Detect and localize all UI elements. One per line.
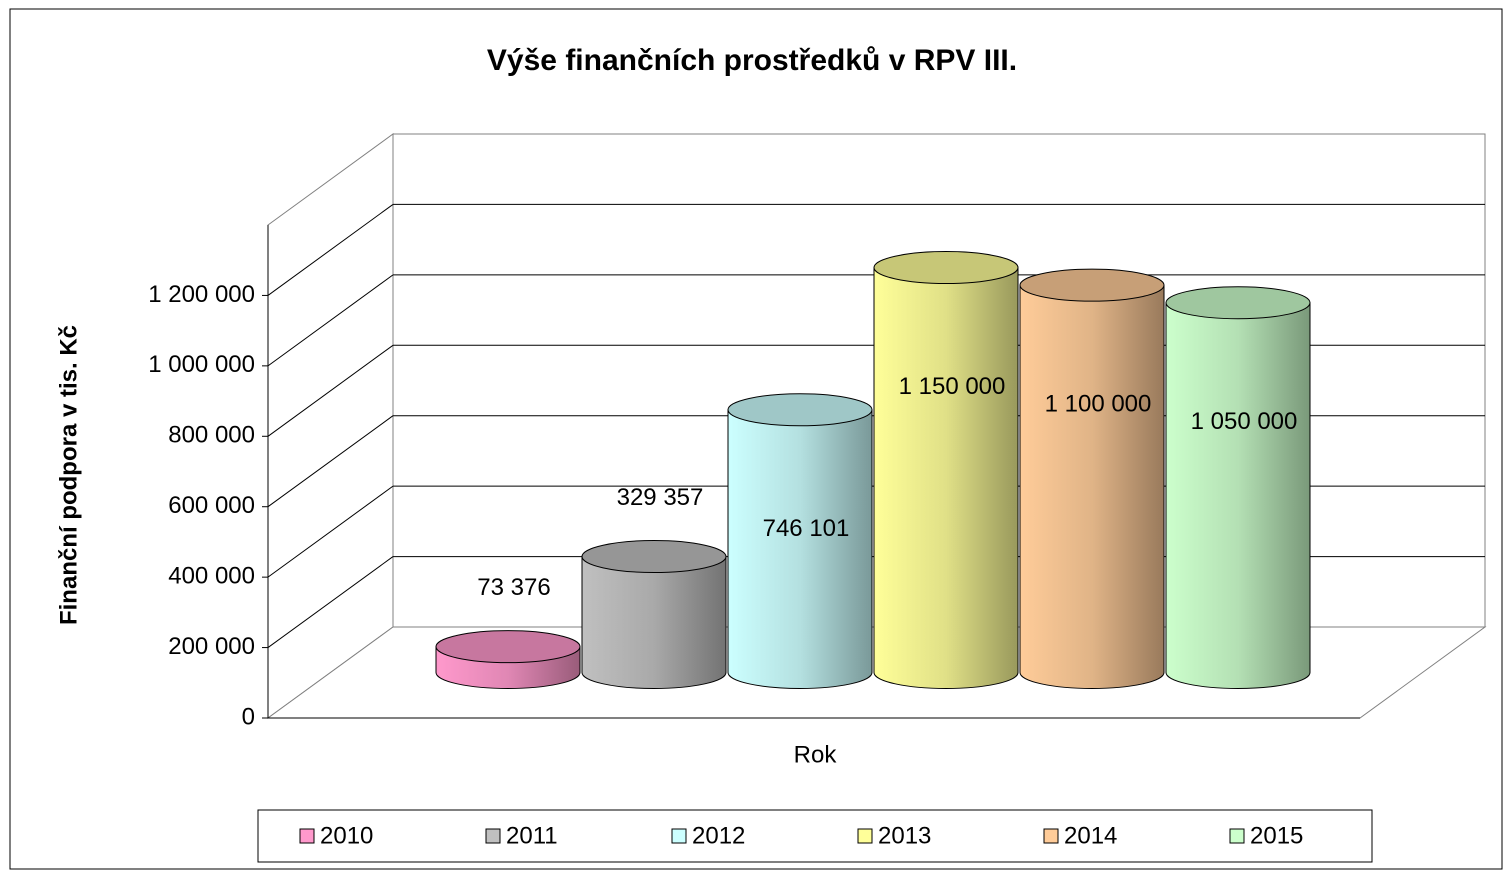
data-label: 73 376 (477, 574, 550, 601)
chart-title: Výše finančních prostředků v RPV III. (487, 44, 1017, 77)
y-tick-label: 0 (242, 703, 255, 730)
legend (257, 809, 1373, 863)
legend-swatch (857, 828, 873, 844)
cylinder-body (1165, 302, 1311, 689)
grid-line (267, 204, 394, 296)
y-tick-label: 1 000 000 (148, 351, 255, 378)
grid-line (267, 415, 394, 508)
data-label: 1 100 000 (1045, 390, 1152, 417)
y-tick-label: 1 200 000 (148, 281, 255, 308)
cylinder (727, 393, 873, 689)
cylinder (1165, 286, 1311, 689)
cylinder-body (873, 267, 1019, 689)
legend-swatch (299, 828, 315, 844)
grid-line (267, 485, 394, 578)
y-tick-label: 600 000 (168, 492, 255, 519)
y-axis-label: Finanční podpora v tis. Kč (55, 325, 82, 625)
y-tick-label: 400 000 (168, 562, 255, 589)
cylinder (873, 251, 1019, 689)
data-label: 329 357 (617, 484, 704, 511)
cylinder-top (1019, 268, 1165, 302)
cylinder (581, 540, 727, 689)
y-tick-label: 200 000 (168, 633, 255, 660)
data-label: 746 101 (763, 515, 850, 542)
legend-label: 2012 (692, 822, 745, 849)
x-axis-label: Rok (794, 741, 838, 768)
cylinder-body (727, 409, 873, 689)
legend-swatch (485, 828, 501, 844)
legend-swatch (671, 828, 687, 844)
cylinder (1019, 268, 1165, 689)
side-wall (267, 133, 394, 719)
legend-label: 2015 (1250, 822, 1303, 849)
grid-line (267, 274, 394, 367)
data-label: 1 150 000 (899, 373, 1006, 400)
grid-line (267, 556, 394, 648)
legend-label: 2013 (878, 822, 931, 849)
cylinder-top (435, 630, 581, 664)
cylinder-top (873, 251, 1019, 285)
grid-line (267, 344, 394, 437)
cylinder-body (581, 556, 727, 689)
legend-label: 2011 (506, 822, 558, 849)
cylinder-top (1165, 286, 1311, 320)
cylinder-top (727, 393, 873, 427)
cylinder-top (581, 540, 727, 574)
y-tick-label: 800 000 (168, 422, 255, 449)
cylinder-body (1019, 284, 1165, 689)
cylinder (435, 630, 581, 689)
legend-label: 2010 (320, 822, 373, 849)
legend-swatch (1043, 828, 1059, 844)
legend-swatch (1229, 828, 1245, 844)
data-label: 1 050 000 (1191, 408, 1298, 435)
legend-label: 2014 (1064, 822, 1117, 849)
